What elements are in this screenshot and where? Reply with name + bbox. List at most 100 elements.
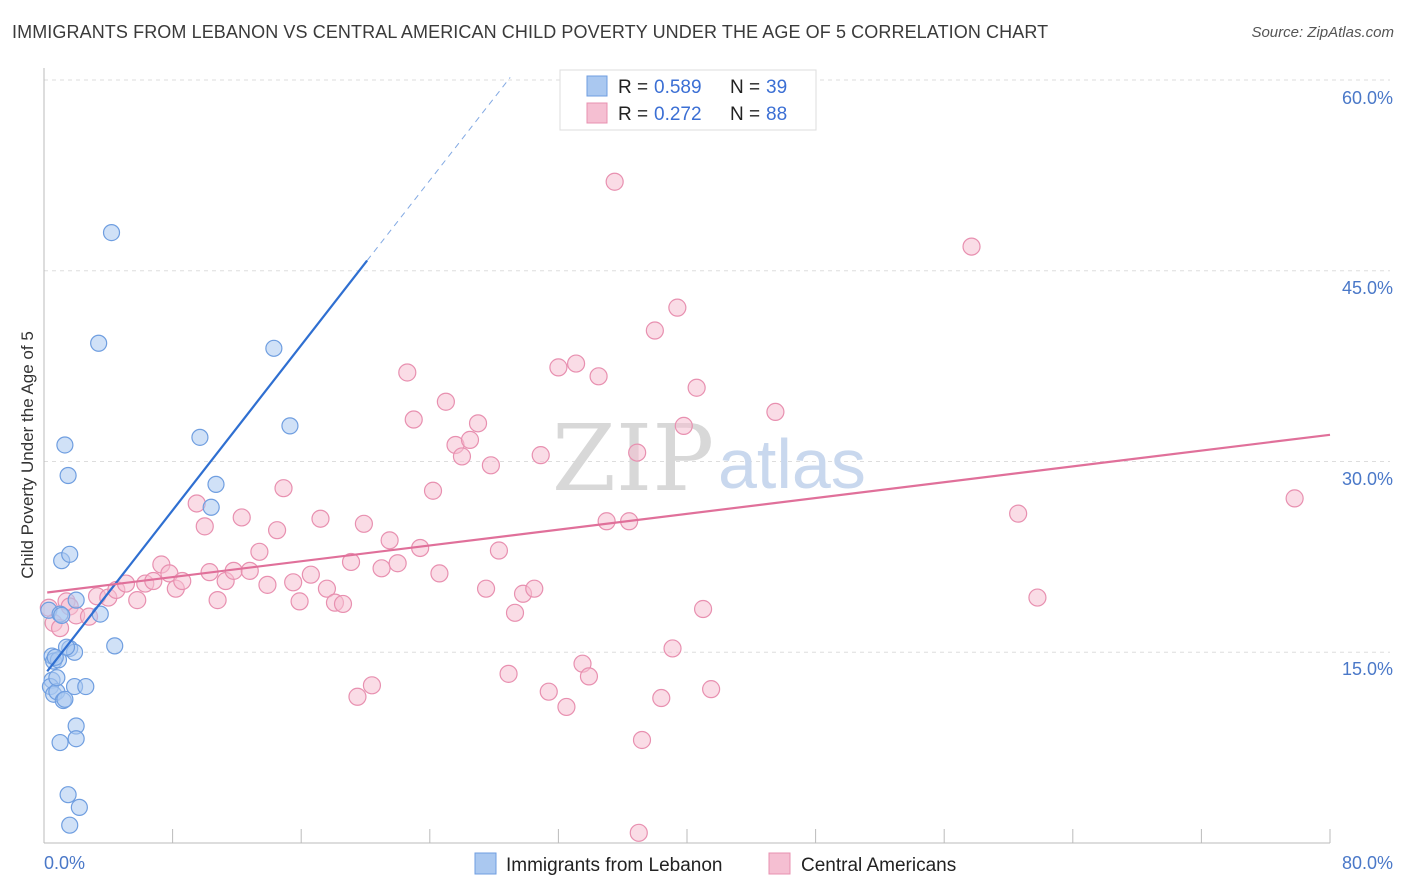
data-point bbox=[195, 517, 214, 536]
data-point bbox=[77, 677, 95, 696]
data-point bbox=[265, 339, 283, 357]
data-point bbox=[962, 237, 981, 256]
y-tick-label: 60.0% bbox=[1342, 88, 1393, 108]
data-point bbox=[579, 667, 599, 686]
legend-n-label: N = bbox=[730, 104, 760, 125]
data-point bbox=[380, 531, 399, 550]
data-point bbox=[258, 575, 277, 594]
data-point bbox=[240, 561, 259, 580]
data-point bbox=[90, 334, 108, 352]
data-point bbox=[59, 786, 77, 804]
legend-box: R = 0.589 N = 39 R = 0.272 N = 88 bbox=[559, 69, 817, 131]
bottom-legend-label-lebanon: Immigrants from Lebanon bbox=[506, 855, 723, 876]
data-point bbox=[702, 680, 721, 699]
data-point bbox=[354, 514, 373, 533]
data-point bbox=[663, 639, 682, 658]
trend-line-central-americans bbox=[47, 433, 1331, 594]
legend-r-label: R = bbox=[618, 104, 648, 125]
data-point bbox=[128, 591, 147, 610]
data-point bbox=[629, 823, 648, 842]
chart-source: Source: ZipAtlas.com bbox=[1251, 24, 1394, 41]
data-point bbox=[56, 690, 74, 708]
y-tick-label: 15.0% bbox=[1342, 659, 1393, 679]
data-point bbox=[301, 565, 320, 584]
data-point bbox=[589, 367, 608, 386]
data-point bbox=[1028, 588, 1047, 607]
data-point bbox=[207, 475, 225, 493]
data-point bbox=[499, 664, 518, 683]
data-point bbox=[348, 687, 367, 706]
data-point bbox=[51, 733, 69, 752]
data-point bbox=[549, 358, 568, 377]
bottom-legend-label-central-americans: Central Americans bbox=[801, 855, 956, 876]
data-point bbox=[208, 591, 227, 610]
data-point bbox=[67, 730, 85, 748]
bottom-legend: Immigrants from Lebanon Central American… bbox=[474, 852, 956, 876]
bottom-legend-swatch-blue bbox=[474, 852, 497, 875]
x-tick-label-end: 80.0% bbox=[1342, 853, 1393, 873]
data-point bbox=[468, 414, 488, 433]
data-point bbox=[53, 606, 71, 624]
data-point bbox=[70, 798, 88, 816]
chart-title: IMMIGRANTS FROM LEBANON VS CENTRAL AMERI… bbox=[12, 22, 1049, 42]
data-point bbox=[481, 456, 500, 475]
data-point bbox=[452, 447, 472, 466]
data-point bbox=[476, 579, 496, 598]
lebanon-points bbox=[40, 224, 299, 834]
y-axis-label: Child Poverty Under the Age of 5 bbox=[18, 331, 37, 579]
data-point bbox=[67, 591, 85, 609]
data-point bbox=[1285, 489, 1304, 508]
data-point bbox=[388, 554, 407, 573]
data-point bbox=[566, 354, 586, 373]
data-point bbox=[106, 637, 124, 655]
data-point bbox=[333, 594, 353, 614]
data-point bbox=[281, 417, 299, 435]
legend-r-value: 0.272 bbox=[654, 104, 702, 125]
data-point bbox=[605, 172, 624, 191]
data-point bbox=[423, 481, 443, 500]
watermark-atlas: atlas bbox=[718, 425, 866, 503]
data-point bbox=[652, 688, 671, 708]
data-point bbox=[645, 321, 664, 340]
data-point bbox=[766, 402, 785, 422]
trend-lines bbox=[46, 77, 1331, 673]
trend-line-lebanon-extension bbox=[366, 77, 511, 261]
data-point bbox=[430, 564, 449, 583]
legend-swatch-blue bbox=[586, 75, 608, 97]
data-point bbox=[284, 573, 303, 592]
data-point bbox=[48, 669, 66, 687]
gridlines bbox=[44, 79, 1390, 653]
data-point bbox=[232, 508, 251, 527]
legend-n-value: 88 bbox=[766, 104, 787, 125]
data-point bbox=[362, 676, 382, 695]
data-point bbox=[311, 509, 330, 528]
data-point bbox=[341, 552, 361, 572]
y-tick-labels: 15.0% 30.0% 45.0% 60.0% bbox=[1342, 88, 1393, 679]
data-point bbox=[436, 392, 455, 411]
data-point bbox=[687, 378, 706, 397]
data-point bbox=[274, 479, 293, 498]
legend-swatch-pink bbox=[586, 102, 608, 124]
data-point bbox=[539, 682, 558, 701]
data-point bbox=[46, 648, 64, 666]
data-point bbox=[61, 816, 79, 834]
data-point bbox=[91, 605, 109, 623]
data-point bbox=[372, 559, 391, 578]
y-tick-label: 30.0% bbox=[1342, 469, 1393, 489]
bottom-legend-swatch-pink bbox=[768, 852, 791, 875]
data-point bbox=[557, 697, 576, 717]
data-point bbox=[531, 446, 550, 465]
data-point bbox=[267, 521, 287, 540]
data-point bbox=[525, 579, 544, 598]
x-axis-ticks bbox=[172, 829, 1331, 843]
data-point bbox=[102, 224, 121, 242]
data-point bbox=[674, 416, 693, 435]
data-point bbox=[1009, 504, 1028, 523]
legend-n-value: 39 bbox=[766, 77, 787, 98]
data-point bbox=[59, 466, 77, 485]
data-point bbox=[290, 592, 309, 611]
legend-r-value: 0.589 bbox=[654, 77, 702, 98]
data-point bbox=[597, 512, 616, 531]
legend-n-label: N = bbox=[730, 77, 760, 98]
